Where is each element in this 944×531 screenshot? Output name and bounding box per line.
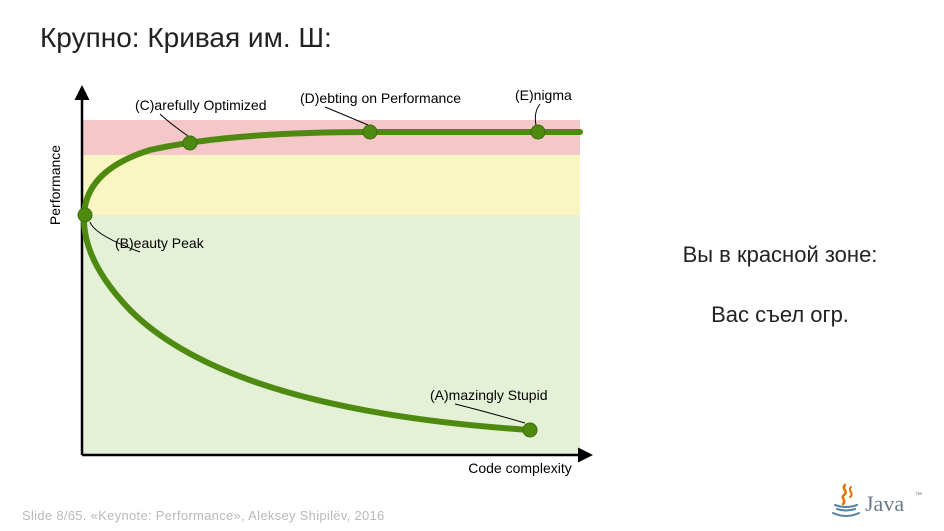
side-caption-line-1: Вы в красной зоне: bbox=[640, 240, 920, 270]
performance-curve-chart: (A)mazingly Stupid (B)eauty Peak (C)areful… bbox=[30, 80, 600, 480]
point-label-C: (C)arefully Optimized bbox=[135, 97, 266, 113]
side-caption: Вы в красной зоне: Вас съел огр. bbox=[640, 240, 920, 329]
svg-text:Java: Java bbox=[865, 491, 904, 516]
point-E bbox=[531, 125, 545, 139]
slide: { "title": "Крупно: Кривая им. Ш:", "sid… bbox=[0, 0, 944, 531]
side-caption-line-2: Вас съел огр. bbox=[640, 300, 920, 330]
point-label-A: (A)mazingly Stupid bbox=[430, 387, 548, 403]
svg-text:™: ™ bbox=[915, 492, 922, 499]
point-C bbox=[183, 136, 197, 150]
point-label-E: (E)nigma bbox=[515, 87, 572, 103]
slide-title: Крупно: Кривая им. Ш: bbox=[40, 22, 332, 54]
java-logo-icon: Java ™ bbox=[829, 481, 924, 521]
slide-footer: Slide 8/65. «Keynote: Performance», Alek… bbox=[22, 508, 385, 523]
y-axis-label: Performance bbox=[47, 145, 63, 225]
x-axis-label: Code complexity bbox=[468, 460, 572, 476]
point-A bbox=[523, 423, 537, 437]
zone-yellow bbox=[82, 155, 580, 215]
point-label-D: (D)ebting on Performance bbox=[300, 90, 461, 106]
point-B bbox=[78, 208, 92, 222]
point-label-B: (B)eauty Peak bbox=[115, 235, 205, 251]
point-D bbox=[363, 125, 377, 139]
